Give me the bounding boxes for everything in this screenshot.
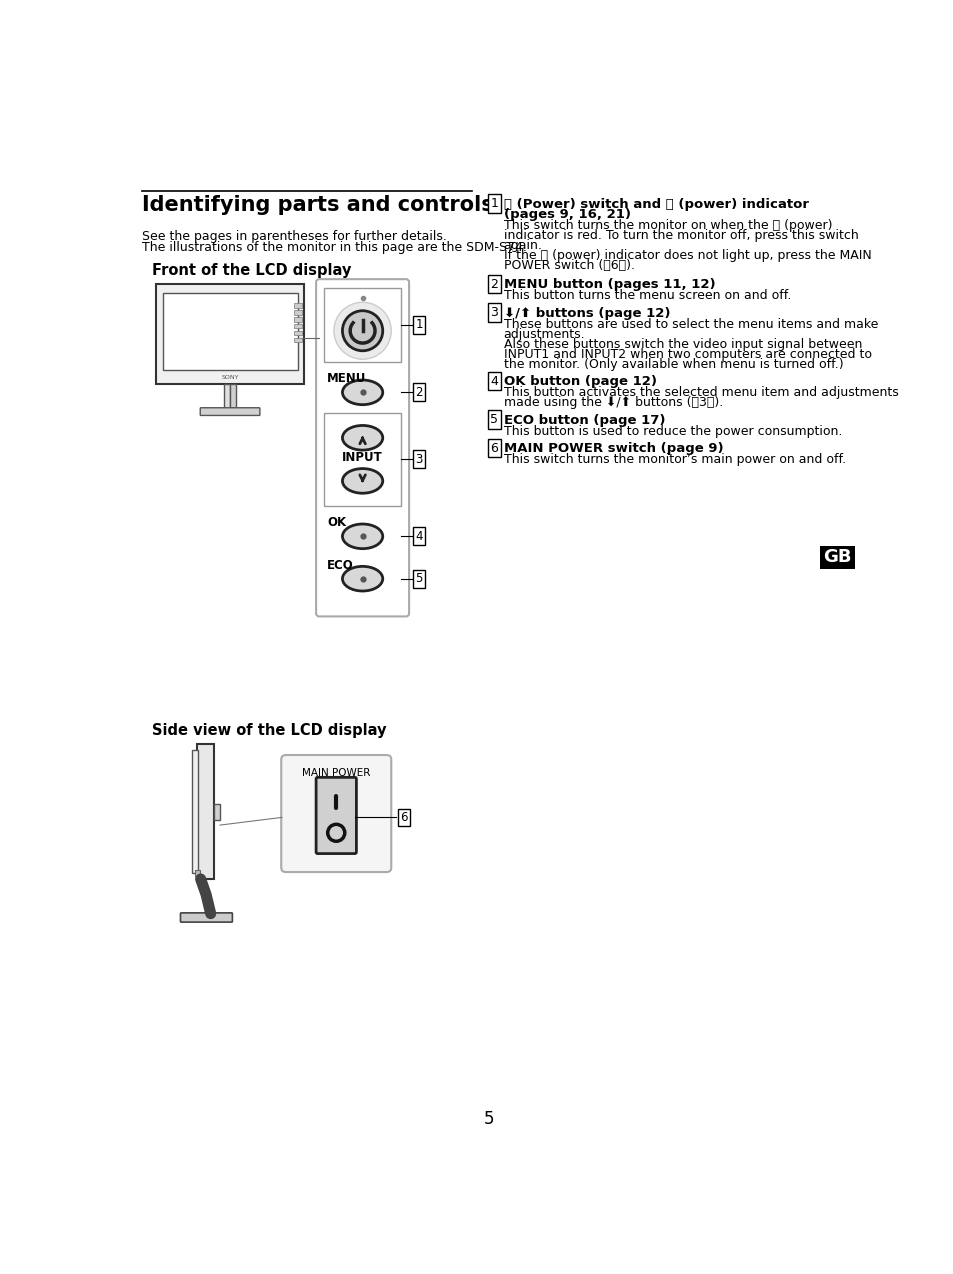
Text: (pages 9, 16, 21): (pages 9, 16, 21) [503,208,630,220]
Text: the monitor. (Only available when menu is turned off.): the monitor. (Only available when menu i… [503,358,842,371]
Bar [195,870,199,877]
Bar [213,804,220,819]
Bar [819,545,855,568]
Ellipse shape [342,567,382,591]
FancyBboxPatch shape [281,755,391,873]
Text: GB: GB [822,548,851,566]
Bar [224,383,230,409]
Ellipse shape [342,524,382,549]
Text: again.: again. [503,240,542,252]
Bar [323,288,401,362]
Text: Identifying parts and controls: Identifying parts and controls [142,195,494,215]
Text: This switch turns the monitor’s main power on and off.: This switch turns the monitor’s main pow… [503,454,845,466]
Text: 6: 6 [490,442,497,455]
Text: This switch turns the monitor on when the ⓘ (power): This switch turns the monitor on when th… [503,219,831,232]
Text: INPUT1 and INPUT2 when two computers are connected to: INPUT1 and INPUT2 when two computers are… [503,348,871,361]
Text: adjustments.: adjustments. [503,327,584,340]
Text: INPUT: INPUT [342,451,382,464]
Text: POWER switch (6).: POWER switch (6). [503,259,634,273]
Bar [294,331,302,335]
Text: 2: 2 [415,386,422,399]
Text: The illustrations of the monitor in this page are the SDM-S74.: The illustrations of the monitor in this… [142,241,527,254]
Bar [294,338,302,343]
Text: This button is used to reduce the power consumption.: This button is used to reduce the power … [503,424,841,438]
Text: MAIN POWER switch (page 9): MAIN POWER switch (page 9) [503,442,722,455]
Text: 3: 3 [416,452,422,466]
Text: This button turns the menu screen on and off.: This button turns the menu screen on and… [503,289,790,302]
Text: 6: 6 [399,810,407,824]
Text: Front of the LCD display: Front of the LCD display [152,262,351,278]
Text: These buttons are used to select the menu items and make: These buttons are used to select the men… [503,317,877,331]
FancyBboxPatch shape [315,777,356,854]
Bar [230,383,236,409]
Text: 5: 5 [483,1110,494,1129]
Circle shape [342,311,382,350]
Circle shape [328,824,344,841]
Text: ECO button (page 17): ECO button (page 17) [503,414,664,427]
Text: ⬇/⬆ buttons (page 12): ⬇/⬆ buttons (page 12) [503,307,669,320]
Text: 5: 5 [416,572,422,585]
Text: MAIN POWER: MAIN POWER [302,768,370,778]
Bar [192,750,198,873]
Text: 3: 3 [490,306,497,318]
Ellipse shape [342,426,382,450]
Bar [294,310,302,315]
FancyBboxPatch shape [315,279,409,617]
Text: 2: 2 [490,278,497,290]
Text: ECO: ECO [327,559,354,572]
FancyBboxPatch shape [156,284,303,383]
Bar [294,317,302,321]
Circle shape [334,302,391,359]
Bar [294,303,302,307]
Text: MENU button (pages 11, 12): MENU button (pages 11, 12) [503,279,715,292]
Text: OK: OK [327,516,346,529]
Bar [162,293,297,369]
FancyBboxPatch shape [200,408,259,415]
Text: indicator is red. To turn the monitor off, press this switch: indicator is red. To turn the monitor of… [503,229,858,242]
Text: ⓘ (Power) switch and ⓘ (power) indicator: ⓘ (Power) switch and ⓘ (power) indicator [503,197,808,210]
Text: 1: 1 [490,196,497,210]
Text: Side view of the LCD display: Side view of the LCD display [152,722,386,738]
Text: SONY: SONY [221,375,238,380]
Ellipse shape [342,469,382,493]
Text: If the ⓘ (power) indicator does not light up, press the MAIN: If the ⓘ (power) indicator does not ligh… [503,250,870,262]
Bar [294,324,302,329]
Bar [323,413,401,506]
Text: Also these buttons switch the video input signal between: Also these buttons switch the video inpu… [503,338,862,350]
Text: 4: 4 [490,375,497,387]
Bar [196,744,213,879]
Text: 5: 5 [490,413,498,426]
Text: This button activates the selected menu item and adjustments: This button activates the selected menu … [503,386,898,399]
Text: 4: 4 [415,530,422,543]
Text: made using the ⬇/⬆ buttons (3).: made using the ⬇/⬆ buttons (3). [503,396,722,409]
Text: 1: 1 [415,318,422,331]
Ellipse shape [342,380,382,405]
Text: MENU: MENU [327,372,366,385]
Text: See the pages in parentheses for further details.: See the pages in parentheses for further… [142,229,447,243]
FancyBboxPatch shape [180,913,233,922]
Text: OK button (page 12): OK button (page 12) [503,376,656,389]
